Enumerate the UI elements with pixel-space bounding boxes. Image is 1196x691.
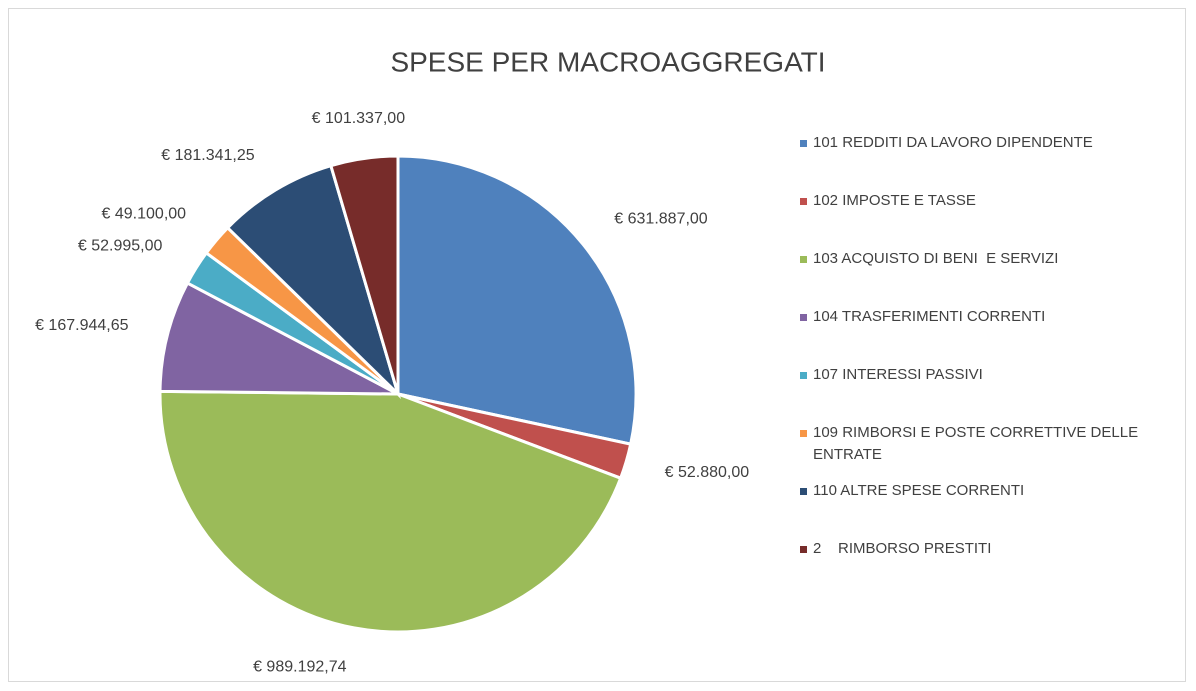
legend-swatch (800, 488, 807, 495)
legend-swatch (800, 372, 807, 379)
data-label: € 167.944,65 (35, 317, 129, 334)
legend-label: 104 TRASFERIMENTI CORRENTI (813, 308, 1046, 325)
pie-slice (329, 154, 400, 395)
data-label: € 989.192,74 (253, 658, 347, 675)
data-label: € 101.337,00 (312, 110, 406, 127)
legend-item: 104 TRASFERIMENTI CORRENTI (798, 306, 1188, 364)
legend-item: 102 IMPOSTE E TASSE (798, 190, 1188, 248)
legend-swatch (800, 430, 807, 437)
legend-label: 107 INTERESSI PASSIVI (813, 366, 983, 383)
pie-slice (225, 163, 402, 400)
pie-slice (396, 154, 638, 446)
pie-slice (158, 389, 623, 634)
legend-label: 109 RIMBORSI E POSTE CORRETTIVE DELLE EN… (813, 424, 1143, 463)
legend-item: 109 RIMBORSI E POSTE CORRETTIVE DELLE EN… (798, 422, 1188, 480)
legend: 101 REDDITI DA LAVORO DIPENDENTE 102 IMPO… (798, 132, 1188, 596)
legend-item: 101 REDDITI DA LAVORO DIPENDENTE (798, 132, 1188, 190)
legend-item: 2 RIMBORSO PRESTITI (798, 538, 1188, 596)
legend-label: 103 ACQUISTO DI BENI E SERVIZI (813, 250, 1059, 267)
legend-item: 107 INTERESSI PASSIVI (798, 364, 1188, 422)
pie-slice (158, 281, 399, 396)
data-label: € 631.887,00 (614, 211, 708, 228)
legend-swatch (800, 198, 807, 205)
legend-label: 2 RIMBORSO PRESTITI (813, 540, 992, 557)
data-label: € 181.341,25 (161, 147, 255, 164)
legend-swatch (800, 140, 807, 147)
data-label: € 52.995,00 (78, 238, 163, 255)
legend-label: 110 ALTRE SPESE CORRENTI (813, 482, 1025, 499)
chart-title: SPESE PER MACROAGGREGATI (390, 46, 825, 77)
legend-item: 110 ALTRE SPESE CORRENTI (798, 480, 1188, 538)
legend-item: 103 ACQUISTO DI BENI E SERVIZI (798, 248, 1188, 306)
legend-label: 101 REDDITI DA LAVORO DIPENDENTE (813, 134, 1093, 151)
legend-swatch (800, 256, 807, 263)
legend-swatch (800, 546, 807, 553)
legend-label: 102 IMPOSTE E TASSE (813, 192, 976, 209)
legend-swatch (800, 314, 807, 321)
data-label: € 52.880,00 (665, 464, 750, 481)
data-label: € 49.100,00 (102, 205, 187, 222)
chart-frame (8, 8, 1186, 682)
